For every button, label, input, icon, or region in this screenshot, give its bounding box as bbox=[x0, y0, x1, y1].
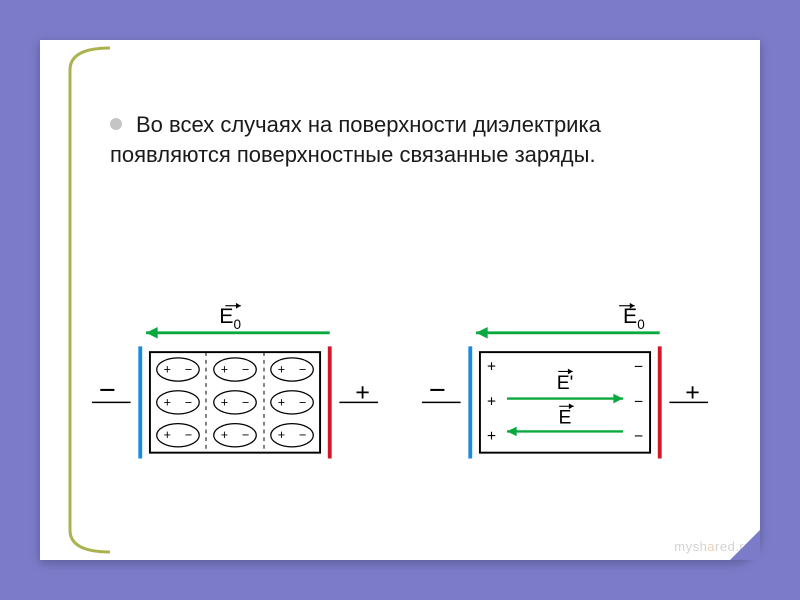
eprime-label: E' bbox=[557, 373, 574, 394]
bullet-paragraph: Во всех случаях на поверхности диэлектри… bbox=[110, 110, 690, 169]
bullet-text: Во всех случаях на поверхности диэлектри… bbox=[110, 112, 601, 167]
dielectric-box-2 bbox=[480, 352, 650, 453]
svg-text:+: + bbox=[487, 428, 496, 445]
e0-label-2: E0 bbox=[623, 304, 645, 332]
figures-row: − + E0 bbox=[90, 270, 710, 500]
svg-text:+: + bbox=[164, 395, 171, 409]
bullet-dot bbox=[110, 118, 122, 130]
svg-text:+: + bbox=[164, 428, 171, 442]
svg-text:+: + bbox=[278, 362, 285, 376]
svg-text:−: − bbox=[634, 393, 643, 410]
corner-fold-icon bbox=[730, 530, 760, 560]
svg-text:+: + bbox=[487, 393, 496, 410]
svg-text:−: − bbox=[299, 362, 306, 376]
svg-text:+: + bbox=[221, 395, 228, 409]
svg-text:−: − bbox=[242, 428, 249, 442]
dielectric-box bbox=[150, 352, 320, 453]
diagram-left: − + E0 bbox=[90, 270, 380, 500]
svg-text:+: + bbox=[278, 428, 285, 442]
svg-text:−: − bbox=[299, 428, 306, 442]
svg-text:+: + bbox=[278, 395, 285, 409]
svg-text:−: − bbox=[299, 395, 306, 409]
svg-text:+: + bbox=[221, 428, 228, 442]
diagram-right: − + E0 + + + bbox=[420, 270, 710, 500]
svg-text:−: − bbox=[185, 362, 192, 376]
svg-text:−: − bbox=[634, 358, 643, 375]
dipole-grid: + − + − + − + bbox=[157, 358, 314, 447]
svg-text:+: + bbox=[221, 362, 228, 376]
slide-card: Во всех случаях на поверхности диэлектри… bbox=[40, 40, 760, 560]
svg-text:+: + bbox=[487, 358, 496, 375]
svg-text:−: − bbox=[185, 428, 192, 442]
e0-label: E0 bbox=[219, 304, 241, 332]
e-net-label: E bbox=[559, 408, 572, 429]
svg-text:−: − bbox=[634, 428, 643, 445]
svg-text:+: + bbox=[164, 362, 171, 376]
svg-text:−: − bbox=[185, 395, 192, 409]
svg-text:−: − bbox=[242, 362, 249, 376]
svg-text:−: − bbox=[242, 395, 249, 409]
